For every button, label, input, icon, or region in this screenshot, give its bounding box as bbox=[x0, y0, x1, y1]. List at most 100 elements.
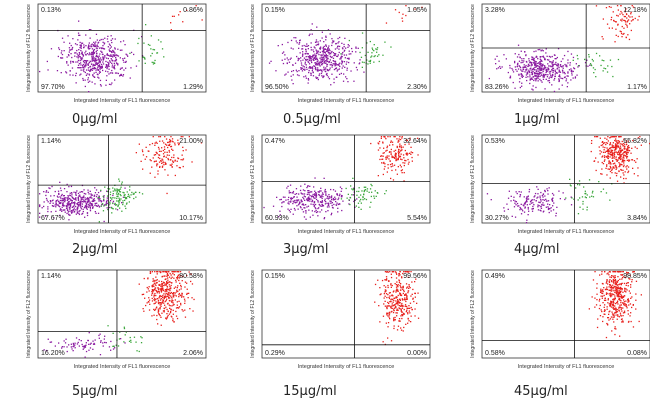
event-dot bbox=[69, 49, 72, 51]
event-dot bbox=[124, 187, 126, 189]
event-dot bbox=[77, 341, 79, 344]
event-dot bbox=[158, 280, 160, 282]
event-dot bbox=[396, 302, 399, 304]
event-dot bbox=[93, 45, 96, 48]
event-dot bbox=[159, 271, 161, 273]
event-dot bbox=[610, 19, 612, 21]
event-dot bbox=[327, 46, 329, 49]
event-dot bbox=[347, 81, 349, 83]
event-dot bbox=[622, 312, 625, 314]
event-dot bbox=[303, 195, 305, 197]
event-dot bbox=[130, 341, 132, 343]
event-dot bbox=[622, 315, 624, 317]
flow-panel-4: 1.14% 21.00% 67.67% 10.17% Integrated Intens… bbox=[8, 133, 212, 257]
event-dot bbox=[121, 210, 123, 212]
event-dot bbox=[522, 66, 524, 69]
event-dot bbox=[607, 136, 609, 138]
event-dot bbox=[615, 289, 617, 291]
event-dot bbox=[390, 283, 392, 285]
event-dot bbox=[611, 27, 613, 29]
event-dot bbox=[572, 59, 574, 61]
event-dot bbox=[170, 164, 172, 166]
event-dot bbox=[95, 195, 98, 198]
event-dot bbox=[171, 296, 173, 298]
event-dot bbox=[521, 58, 523, 60]
event-dot bbox=[406, 287, 408, 289]
event-dot bbox=[119, 193, 121, 196]
event-dot bbox=[595, 169, 597, 172]
event-dot bbox=[58, 205, 60, 207]
event-dot bbox=[625, 151, 627, 153]
event-dot bbox=[540, 207, 543, 209]
event-dot bbox=[606, 323, 609, 325]
event-dot bbox=[324, 200, 326, 202]
event-dot bbox=[605, 155, 607, 158]
event-dot bbox=[613, 321, 615, 323]
event-dot bbox=[335, 62, 337, 65]
event-dot bbox=[114, 188, 116, 190]
event-dot bbox=[542, 199, 544, 201]
event-dot bbox=[617, 143, 619, 145]
event-dot bbox=[623, 15, 625, 18]
event-dot bbox=[552, 73, 554, 76]
event-dot bbox=[360, 56, 363, 58]
event-dot bbox=[399, 299, 401, 301]
event-dot bbox=[67, 35, 69, 37]
event-dot bbox=[85, 50, 87, 52]
event-dot bbox=[618, 170, 620, 172]
event-dot bbox=[75, 193, 77, 195]
event-dot bbox=[608, 311, 610, 313]
event-dot bbox=[616, 284, 618, 286]
event-dot bbox=[371, 55, 373, 57]
event-dot bbox=[303, 204, 305, 206]
event-dot bbox=[96, 205, 98, 207]
event-dot bbox=[336, 202, 338, 204]
event-dot bbox=[164, 304, 166, 306]
event-dot bbox=[508, 190, 510, 192]
event-dot bbox=[160, 271, 162, 273]
event-dot bbox=[555, 61, 557, 64]
event-dot bbox=[75, 72, 77, 74]
event-dot bbox=[171, 300, 173, 302]
event-dot bbox=[125, 67, 127, 69]
event-dot bbox=[306, 206, 308, 208]
event-dot bbox=[84, 71, 86, 74]
event-dot bbox=[630, 20, 633, 22]
event-dot bbox=[364, 198, 366, 200]
event-dot bbox=[535, 50, 537, 52]
event-dot bbox=[103, 200, 105, 202]
event-dot bbox=[613, 286, 615, 288]
event-dot bbox=[596, 287, 598, 289]
event-dot bbox=[294, 209, 296, 211]
event-dot bbox=[585, 197, 587, 199]
event-dot bbox=[545, 69, 547, 71]
event-dot bbox=[107, 46, 109, 48]
event-dot bbox=[320, 60, 322, 62]
event-dot bbox=[83, 192, 85, 195]
event-dot bbox=[370, 142, 372, 145]
event-dot bbox=[348, 53, 350, 55]
event-dot bbox=[182, 21, 184, 23]
event-dot bbox=[584, 196, 586, 198]
event-dot bbox=[163, 311, 165, 313]
event-dot bbox=[620, 155, 622, 157]
event-dot bbox=[46, 349, 48, 352]
event-dot bbox=[322, 76, 324, 79]
event-dot bbox=[410, 306, 412, 309]
event-dot bbox=[619, 13, 621, 15]
event-dot bbox=[109, 50, 111, 52]
event-dot bbox=[146, 291, 148, 293]
event-dot bbox=[89, 53, 91, 55]
quadrant-percent-top-left: 0.49% bbox=[485, 273, 505, 280]
event-dot bbox=[401, 299, 404, 301]
event-dot bbox=[398, 307, 400, 309]
event-dot bbox=[80, 64, 82, 66]
event-dot bbox=[88, 204, 90, 206]
event-dot bbox=[72, 346, 74, 348]
event-dot bbox=[614, 279, 617, 281]
event-dot bbox=[563, 54, 566, 57]
event-dot bbox=[109, 55, 111, 57]
event-dot bbox=[584, 193, 587, 195]
event-dot bbox=[610, 290, 612, 292]
event-dot bbox=[161, 288, 163, 290]
